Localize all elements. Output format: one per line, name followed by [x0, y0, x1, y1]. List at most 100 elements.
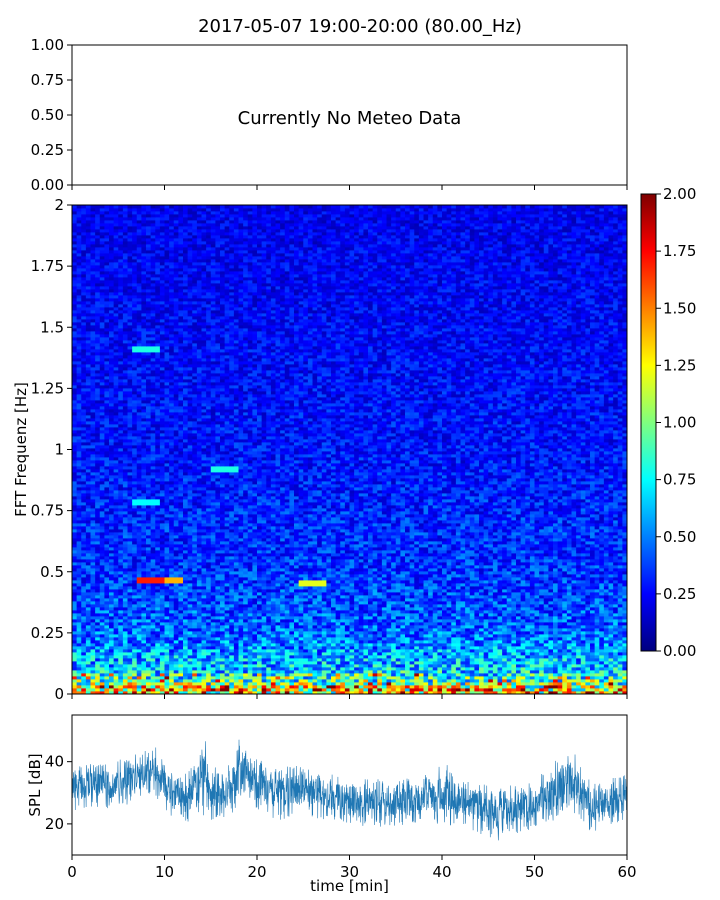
heatmap-cell — [72, 649, 78, 653]
heatmap-cell — [520, 586, 526, 590]
heatmap-cell — [220, 640, 226, 644]
heatmap-cell — [617, 592, 623, 596]
heatmap-cell — [590, 604, 596, 608]
heatmap-cell — [432, 574, 438, 578]
heatmap-cell — [566, 646, 572, 650]
heatmap-cell — [136, 682, 142, 686]
heatmap-cell — [122, 616, 128, 620]
heatmap-cell — [525, 688, 531, 692]
heatmap-cell — [432, 619, 438, 623]
heatmap-cell — [344, 631, 350, 635]
heatmap-cell — [321, 604, 327, 608]
heatmap-cell — [261, 682, 267, 686]
heatmap-cell — [307, 628, 313, 632]
heatmap-cell — [289, 679, 295, 683]
heatmap-cell — [303, 676, 309, 680]
heatmap-cell — [377, 595, 383, 599]
heatmap-cell — [118, 685, 124, 689]
heatmap-cell — [192, 658, 198, 662]
heatmap-cell — [321, 640, 327, 644]
heatmap-cell — [465, 658, 471, 662]
heatmap-cell — [465, 670, 471, 674]
heatmap-cell — [99, 604, 105, 608]
heatmap-cell — [187, 661, 193, 665]
heatmap-cell — [571, 595, 577, 599]
heatmap-cell — [326, 598, 332, 602]
heatmap-cell — [391, 607, 397, 611]
heatmap-cell — [206, 685, 212, 689]
heatmap-cell — [289, 598, 295, 602]
heatmap-cell — [220, 613, 226, 617]
heatmap-cell — [613, 679, 619, 683]
heatmap-cell — [122, 568, 128, 572]
heatmap-cell — [465, 634, 471, 638]
heatmap-cell — [437, 631, 443, 635]
heatmap-cell — [317, 637, 323, 641]
heatmap-cell — [492, 631, 498, 635]
heatmap-cell — [539, 589, 545, 593]
heatmap-cell — [141, 607, 147, 611]
heatmap-cell — [132, 676, 138, 680]
heatmap-cell — [529, 640, 535, 644]
heatmap-cell — [492, 601, 498, 605]
heatmap-cell — [72, 667, 78, 671]
heatmap-cell — [210, 646, 216, 650]
heatmap-cell — [437, 688, 443, 692]
heatmap-cell — [173, 664, 179, 668]
heatmap-cell — [608, 613, 614, 617]
heatmap-cell — [502, 661, 508, 665]
heatmap-cell — [465, 595, 471, 599]
heatmap-cell — [95, 619, 101, 623]
heatmap-cell — [173, 667, 179, 671]
heatmap-cell — [603, 685, 609, 689]
heatmap-cell — [543, 646, 549, 650]
heatmap-cell — [307, 571, 313, 575]
heatmap-cell — [377, 604, 383, 608]
heatmap-cell — [284, 679, 290, 683]
heatmap-cell — [127, 643, 133, 647]
heatmap-cell — [492, 640, 498, 644]
heatmap-cell — [386, 607, 392, 611]
heatmap-cell — [354, 679, 360, 683]
heatmap-cell — [132, 667, 138, 671]
heatmap-cell — [317, 631, 323, 635]
heatmap-cell — [118, 682, 124, 686]
heatmap-cell — [617, 652, 623, 656]
heatmap-cell — [95, 658, 101, 662]
heatmap-cell — [72, 670, 78, 674]
heatmap-cell — [146, 688, 152, 692]
heatmap-cell — [261, 625, 267, 629]
heatmap-cell — [155, 580, 161, 584]
heatmap-cell — [460, 634, 466, 638]
heatmap-cell — [104, 640, 110, 644]
heatmap-cell — [187, 658, 193, 662]
heatmap-cell — [136, 634, 142, 638]
heatmap-cell — [525, 601, 531, 605]
heatmap-cell — [201, 571, 207, 575]
heatmap-cell — [455, 607, 461, 611]
heatmap-cell — [455, 598, 461, 602]
heatmap-cell — [566, 595, 572, 599]
heatmap-cell — [252, 577, 258, 581]
heatmap-cell — [118, 646, 124, 650]
heatmap-cell — [275, 655, 281, 659]
heatmap-cell — [95, 679, 101, 683]
heatmap-cell — [76, 622, 82, 626]
heatmap-cell — [377, 631, 383, 635]
heatmap-cell — [81, 685, 87, 689]
heatmap-cell — [206, 592, 212, 596]
heatmap-cell — [451, 670, 457, 674]
heatmap-cell — [548, 643, 554, 647]
heatmap-cell — [317, 583, 323, 587]
heatmap-cell — [576, 643, 582, 647]
heatmap-cell — [243, 682, 249, 686]
heatmap-cell — [173, 580, 179, 584]
heatmap-cell — [460, 574, 466, 578]
heatmap-cell — [400, 652, 406, 656]
heatmap-cell — [118, 637, 124, 641]
heatmap-cell — [432, 673, 438, 677]
heatmap-cell — [534, 601, 540, 605]
heatmap-cell — [275, 685, 281, 689]
heatmap-cell — [562, 571, 568, 575]
heatmap-cell — [391, 625, 397, 629]
